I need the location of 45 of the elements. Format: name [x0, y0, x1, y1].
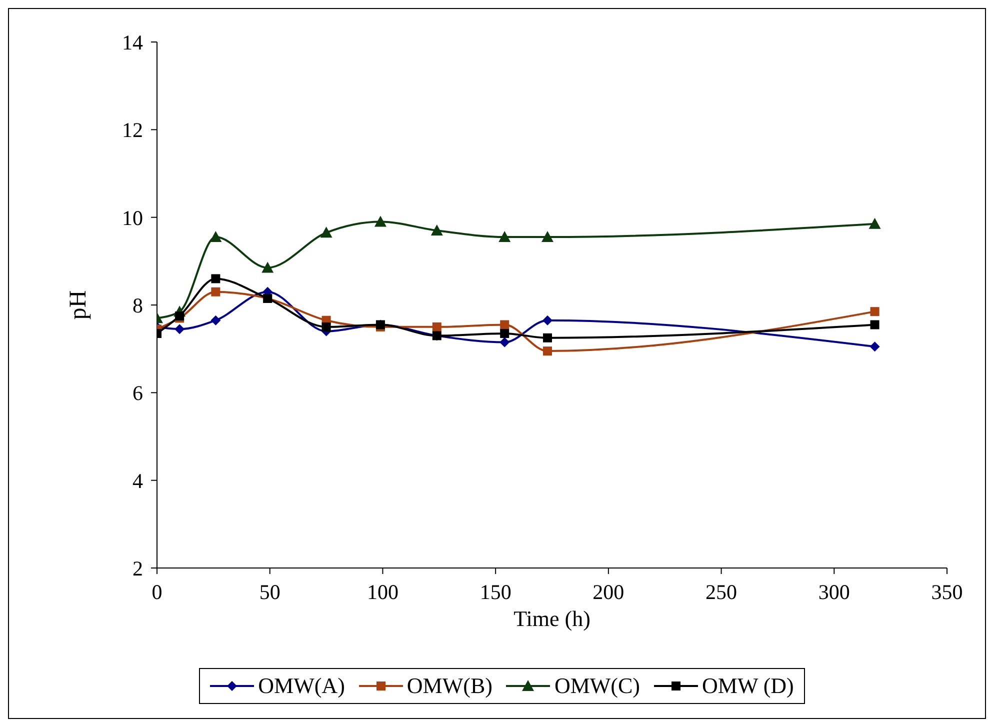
legend-label: OMW(B) [406, 673, 492, 699]
point [210, 231, 222, 242]
point [322, 322, 331, 332]
point [542, 346, 552, 356]
x-tick-label: 0 [152, 580, 162, 604]
point [870, 342, 880, 352]
y-tick-label: 10 [122, 206, 143, 230]
x-axis-title: Time (h) [514, 606, 590, 631]
point [498, 231, 511, 242]
point [541, 231, 554, 242]
x-tick-label: 150 [480, 580, 512, 604]
legend-label: OMW(C) [554, 673, 640, 699]
x-tick-label: 350 [931, 580, 963, 604]
x-tick-label: 50 [259, 580, 280, 604]
legend-label: OMW(A) [258, 673, 345, 699]
legend-label: OMW (D) [702, 673, 794, 699]
point [174, 324, 185, 334]
point [175, 311, 184, 320]
y-tick-label: 6 [132, 381, 143, 406]
point [320, 226, 332, 238]
point [432, 322, 442, 332]
y-tick-label: 8 [132, 293, 143, 318]
y-tick-label: 2 [132, 556, 143, 580]
point [500, 328, 510, 338]
x-tick-label: 200 [592, 580, 624, 604]
point [210, 315, 221, 326]
point [374, 216, 386, 227]
y-tick-label: 4 [132, 468, 144, 493]
point [542, 315, 552, 326]
y-tick-label: 12 [122, 118, 143, 142]
point [211, 287, 220, 296]
point [430, 224, 443, 236]
point [211, 274, 220, 284]
point [868, 218, 881, 229]
y-tick-label: 14 [122, 30, 144, 54]
x-tick-label: 250 [706, 580, 738, 604]
y-axis-title: pH [66, 290, 92, 320]
x-tick-label: 100 [366, 580, 398, 604]
x-tick-label: 300 [818, 580, 850, 604]
point [262, 262, 274, 273]
point [542, 333, 552, 342]
point [870, 320, 880, 330]
point [500, 337, 510, 348]
point [870, 307, 880, 316]
point [500, 320, 510, 330]
